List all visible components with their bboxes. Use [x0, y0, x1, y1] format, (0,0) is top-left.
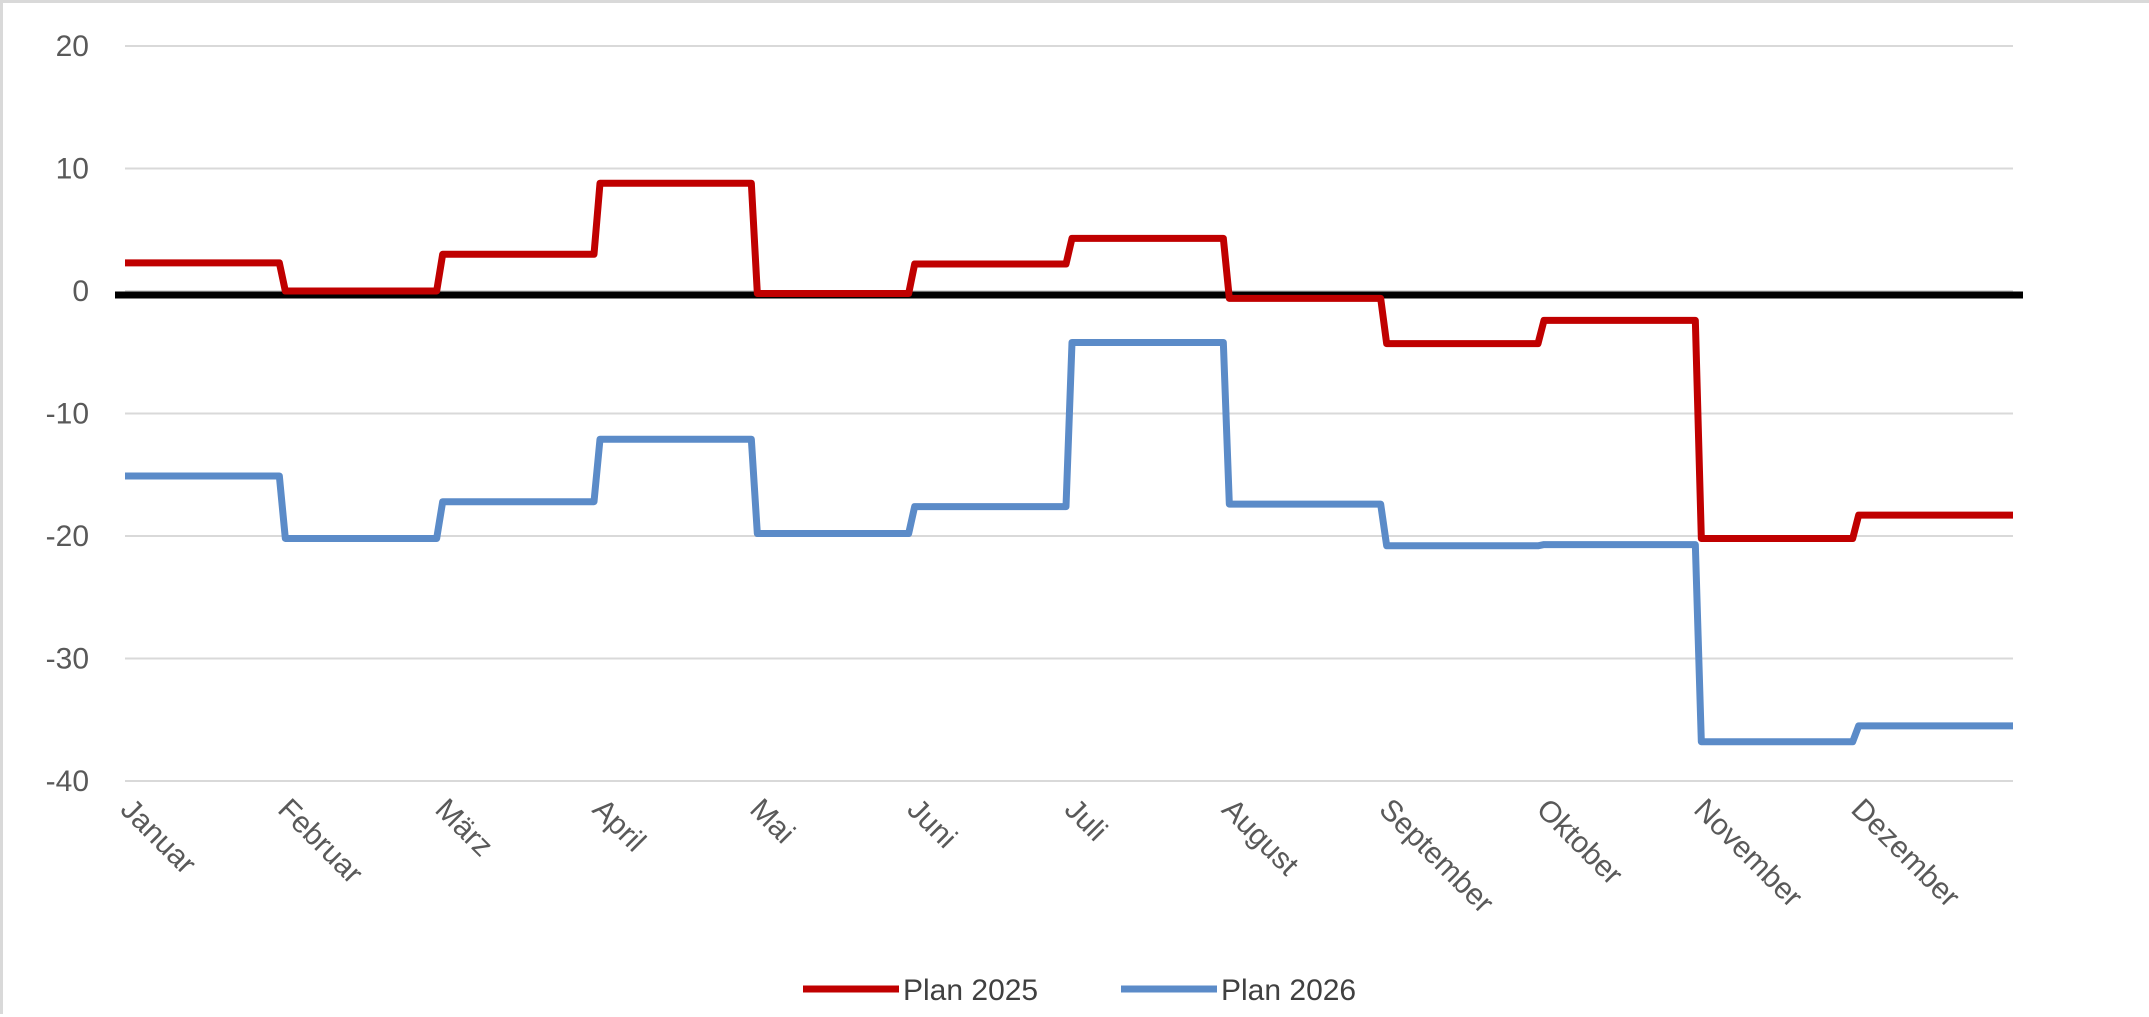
legend-label: Plan 2026	[1221, 974, 1356, 1007]
y-tick-label: 10	[56, 153, 89, 186]
y-tick-label: -10	[46, 398, 89, 431]
y-tick-label: -30	[46, 643, 89, 676]
y-axis-ticks: 20 10 0 -10 -20 -30 -40	[46, 30, 89, 798]
x-tick-label: November	[1687, 793, 1808, 914]
x-axis-ticks: Januar Februar März April Mai Juni Juli August S…	[114, 793, 1966, 920]
x-tick-label: September	[1373, 793, 1500, 920]
step-line-chart: 20 10 0 -10 -20 -30 -40 Januar Februar März April…	[46, 30, 2023, 1007]
y-tick-label: 0	[72, 275, 89, 308]
x-tick-label: Juni	[901, 793, 963, 855]
series-line-2	[125, 338, 2013, 746]
x-tick-label: August	[1215, 793, 1305, 883]
legend: Plan 2025 Plan 2026	[803, 974, 1356, 1007]
x-tick-label: April	[586, 793, 652, 859]
y-tick-label: -20	[46, 520, 89, 553]
series-line-1	[125, 179, 2013, 542]
x-tick-label: März	[429, 793, 499, 863]
x-tick-label: Mai	[743, 793, 801, 851]
series-group	[125, 179, 2013, 746]
legend-label: Plan 2025	[903, 974, 1038, 1007]
y-tick-label: -40	[46, 765, 89, 798]
x-tick-label: Dezember	[1845, 793, 1966, 914]
x-tick-label: Oktober	[1530, 793, 1629, 892]
x-tick-label: Februar	[271, 793, 369, 891]
y-tick-label: 20	[56, 30, 89, 63]
x-tick-label: Juli	[1058, 793, 1113, 848]
x-tick-label: Januar	[114, 793, 202, 881]
